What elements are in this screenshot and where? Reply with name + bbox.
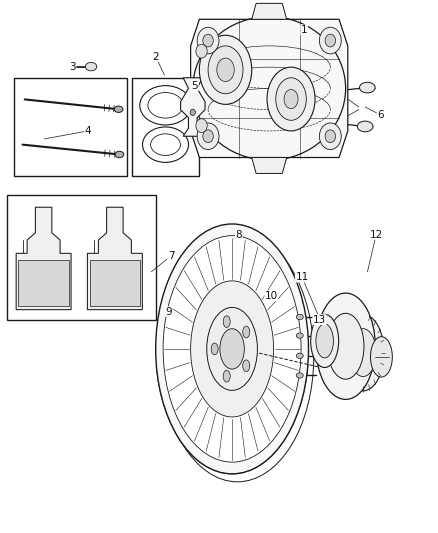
Ellipse shape [296, 373, 303, 378]
Ellipse shape [357, 121, 373, 132]
Ellipse shape [191, 281, 274, 417]
Ellipse shape [296, 333, 303, 338]
Ellipse shape [325, 130, 336, 143]
Text: 9: 9 [166, 306, 172, 317]
Ellipse shape [207, 308, 258, 390]
Ellipse shape [311, 314, 339, 368]
Ellipse shape [142, 127, 188, 163]
Ellipse shape [197, 123, 219, 150]
Ellipse shape [155, 224, 308, 474]
Text: 11: 11 [295, 272, 309, 282]
Bar [132, 78, 199, 176]
Ellipse shape [190, 109, 195, 116]
Polygon shape [191, 19, 348, 158]
Text: 4: 4 [85, 126, 92, 136]
Polygon shape [90, 261, 140, 305]
Text: 1: 1 [301, 25, 307, 35]
Ellipse shape [371, 337, 392, 377]
Ellipse shape [203, 34, 213, 47]
Ellipse shape [319, 123, 341, 150]
Text: 3: 3 [69, 62, 76, 72]
Ellipse shape [243, 360, 250, 372]
Ellipse shape [316, 293, 375, 399]
Text: 7: 7 [168, 251, 174, 261]
Ellipse shape [223, 316, 230, 327]
Ellipse shape [243, 326, 250, 338]
Ellipse shape [296, 314, 303, 320]
Ellipse shape [85, 62, 97, 71]
Ellipse shape [196, 119, 207, 133]
Ellipse shape [115, 151, 124, 158]
Text: 13: 13 [313, 314, 326, 325]
Ellipse shape [197, 27, 219, 54]
Ellipse shape [140, 86, 191, 125]
Ellipse shape [114, 106, 123, 112]
Ellipse shape [267, 67, 315, 131]
Polygon shape [252, 3, 287, 19]
Ellipse shape [296, 353, 303, 359]
Bar [14, 78, 127, 176]
Ellipse shape [208, 46, 243, 94]
Ellipse shape [217, 58, 234, 82]
Ellipse shape [276, 78, 306, 120]
Polygon shape [180, 78, 205, 136]
Ellipse shape [163, 236, 301, 462]
Ellipse shape [199, 35, 252, 104]
Text: 6: 6 [377, 110, 384, 120]
Ellipse shape [203, 130, 213, 143]
Polygon shape [16, 207, 71, 310]
Ellipse shape [220, 329, 244, 369]
Ellipse shape [196, 44, 207, 58]
Ellipse shape [350, 329, 376, 376]
Text: 10: 10 [265, 290, 278, 301]
Text: 2: 2 [152, 52, 159, 61]
Ellipse shape [151, 134, 180, 156]
Text: 8: 8 [235, 230, 242, 240]
Ellipse shape [325, 34, 336, 47]
Ellipse shape [223, 370, 230, 382]
Bar [7, 195, 155, 320]
Polygon shape [252, 158, 287, 173]
Ellipse shape [360, 82, 375, 93]
Ellipse shape [148, 93, 183, 118]
Polygon shape [18, 261, 69, 305]
Ellipse shape [211, 343, 218, 355]
Ellipse shape [319, 27, 341, 54]
Ellipse shape [327, 313, 364, 379]
Text: 5: 5 [192, 81, 198, 91]
Ellipse shape [342, 314, 384, 391]
Ellipse shape [316, 324, 333, 358]
Text: 12: 12 [370, 230, 383, 240]
Ellipse shape [284, 90, 298, 109]
Polygon shape [88, 207, 142, 310]
